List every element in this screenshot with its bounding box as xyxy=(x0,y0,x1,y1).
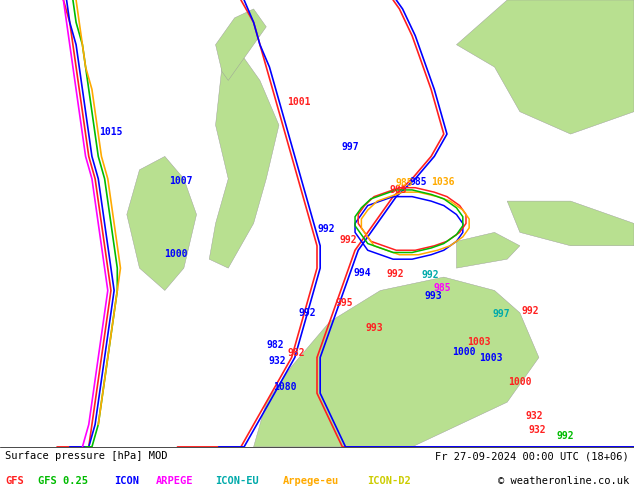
Text: 1015: 1015 xyxy=(99,127,123,137)
Text: 1080: 1080 xyxy=(273,382,297,392)
Text: GFS: GFS xyxy=(5,475,24,486)
Text: Surface pressure [hPa] MOD: Surface pressure [hPa] MOD xyxy=(5,451,167,462)
Text: 992: 992 xyxy=(340,235,358,245)
Text: 997: 997 xyxy=(341,142,359,151)
Text: 1003: 1003 xyxy=(479,352,503,363)
Text: 992: 992 xyxy=(522,306,540,316)
Text: 1036: 1036 xyxy=(430,177,455,187)
Text: 932: 932 xyxy=(268,356,286,366)
Text: 992: 992 xyxy=(557,431,574,441)
Text: 982: 982 xyxy=(267,340,285,350)
Polygon shape xyxy=(456,232,520,268)
Text: GFS 0.25: GFS 0.25 xyxy=(39,475,88,486)
Text: 992: 992 xyxy=(421,270,439,280)
Polygon shape xyxy=(456,0,634,134)
Text: 982: 982 xyxy=(288,348,306,358)
Text: 1003: 1003 xyxy=(467,337,491,347)
Polygon shape xyxy=(254,277,539,447)
Text: 1000: 1000 xyxy=(452,347,476,357)
Text: 985: 985 xyxy=(389,185,407,195)
Text: ICON-D2: ICON-D2 xyxy=(368,475,411,486)
Text: 985: 985 xyxy=(410,177,427,187)
Text: 1000: 1000 xyxy=(508,377,532,387)
Polygon shape xyxy=(209,53,279,268)
Text: © weatheronline.co.uk: © weatheronline.co.uk xyxy=(498,475,629,486)
Text: ARPEGE: ARPEGE xyxy=(156,475,194,486)
Polygon shape xyxy=(127,156,197,291)
Text: 993: 993 xyxy=(424,291,442,301)
Polygon shape xyxy=(216,9,266,80)
Text: Fr 27-09-2024 00:00 UTC (18+06): Fr 27-09-2024 00:00 UTC (18+06) xyxy=(435,451,629,462)
Text: 992: 992 xyxy=(298,308,316,318)
Text: 993: 993 xyxy=(365,323,383,334)
Text: 1007: 1007 xyxy=(169,176,193,186)
Text: 985: 985 xyxy=(434,283,451,293)
Text: 995: 995 xyxy=(335,298,353,308)
Polygon shape xyxy=(507,201,634,246)
Text: 994: 994 xyxy=(354,269,372,278)
Text: 1000: 1000 xyxy=(164,249,188,259)
Text: Arpege-eu: Arpege-eu xyxy=(283,475,339,486)
Text: 1001: 1001 xyxy=(287,97,311,107)
Text: ICON: ICON xyxy=(114,475,139,486)
Text: 932: 932 xyxy=(526,412,543,421)
Text: 992: 992 xyxy=(386,270,404,279)
Text: 985: 985 xyxy=(396,178,413,188)
Text: 932: 932 xyxy=(529,425,547,435)
Text: ICON-EU: ICON-EU xyxy=(216,475,259,486)
Text: 997: 997 xyxy=(492,309,510,318)
Text: 992: 992 xyxy=(318,224,335,234)
